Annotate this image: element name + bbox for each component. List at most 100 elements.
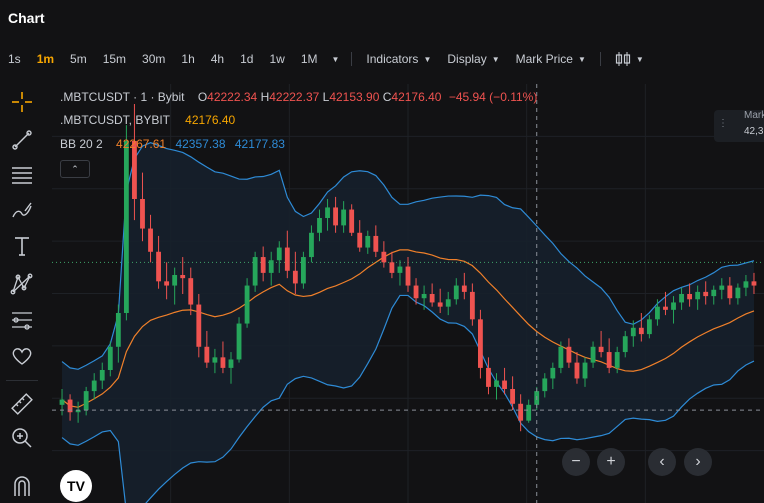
candle-body bbox=[711, 289, 717, 297]
candle-body bbox=[389, 262, 395, 273]
candle-body bbox=[671, 302, 676, 310]
bb-upper-value: 42357.38 bbox=[175, 137, 226, 151]
candle-body bbox=[220, 357, 226, 368]
price-scale-label: ⋮ Mark 42,3 bbox=[714, 110, 764, 142]
chevron-right-icon: › bbox=[695, 453, 701, 470]
candle-body bbox=[204, 346, 210, 363]
low-label: L bbox=[322, 90, 330, 104]
chevron-down-icon: ▼ bbox=[491, 54, 500, 64]
high-value: 42222.37 bbox=[269, 90, 320, 104]
timeframe-1h[interactable]: 1h bbox=[181, 52, 195, 66]
brush-icon bbox=[12, 202, 32, 218]
candle-body bbox=[486, 367, 491, 387]
magnet-tool[interactable] bbox=[8, 472, 36, 500]
candle-body bbox=[550, 367, 556, 379]
timeframe-5m[interactable]: 5m bbox=[70, 52, 87, 66]
candle-body bbox=[107, 346, 113, 370]
drawing-toolbar bbox=[0, 84, 44, 503]
candle-body bbox=[413, 285, 419, 299]
chart-type-button[interactable]: ▼ bbox=[607, 52, 652, 66]
magnet-icon bbox=[14, 476, 30, 496]
timeframe-4h[interactable]: 4h bbox=[210, 52, 225, 66]
horizontal-lines-tool[interactable] bbox=[8, 160, 36, 188]
pattern-icon bbox=[10, 273, 33, 295]
candle-body bbox=[268, 260, 274, 273]
candle-body bbox=[252, 257, 258, 286]
price-chart[interactable] bbox=[52, 84, 764, 503]
indicators-button[interactable]: Indicators ▼ bbox=[358, 52, 439, 66]
zoom-out-button[interactable]: − bbox=[562, 448, 590, 476]
candle-body bbox=[397, 266, 403, 273]
candle-body bbox=[148, 228, 153, 252]
tradingview-logo: TV bbox=[60, 470, 92, 502]
candle-body bbox=[590, 346, 596, 363]
drag-handle-icon[interactable]: ⋮ bbox=[718, 118, 728, 129]
heart-icon bbox=[12, 348, 32, 365]
crosshair-icon bbox=[12, 92, 32, 112]
timeframe-15m[interactable]: 15m bbox=[102, 52, 127, 66]
timeframe-1s[interactable]: 1s bbox=[8, 52, 21, 66]
candle-body bbox=[566, 346, 572, 363]
price-type-button[interactable]: Mark Price ▼ bbox=[508, 52, 594, 66]
timeframe-30m[interactable]: 30m bbox=[142, 52, 166, 66]
candle-body bbox=[502, 380, 507, 389]
bollinger-band-fill bbox=[62, 142, 754, 503]
measure-lines-tool[interactable] bbox=[8, 306, 36, 334]
chevron-down-icon: ▼ bbox=[635, 54, 644, 64]
candle-body bbox=[91, 380, 97, 392]
candle-body bbox=[622, 336, 628, 353]
candle-body bbox=[349, 209, 355, 233]
candle-body bbox=[437, 302, 443, 307]
text-tool[interactable] bbox=[8, 232, 36, 260]
timeframe-1M[interactable]: 1M bbox=[300, 52, 318, 66]
chart-area[interactable] bbox=[52, 84, 764, 503]
ruler-tool[interactable] bbox=[8, 390, 36, 418]
price-box-label: Mark bbox=[744, 110, 764, 121]
zoom-in-button[interactable]: + bbox=[597, 448, 625, 476]
high-label: H bbox=[260, 90, 270, 104]
candle-body bbox=[510, 389, 516, 404]
display-button[interactable]: Display ▼ bbox=[439, 52, 507, 66]
candle-body bbox=[679, 294, 684, 303]
chevron-up-icon: ⌃ bbox=[71, 163, 79, 174]
scroll-left-button[interactable]: ‹ bbox=[648, 448, 676, 476]
timeframe-more-chevron-icon[interactable]: ▼ bbox=[331, 54, 340, 64]
open-label: O bbox=[197, 90, 208, 104]
crosshair-tool[interactable] bbox=[8, 88, 36, 116]
horizontal-lines-icon bbox=[12, 167, 32, 184]
mark-value: 42176.40 bbox=[185, 113, 236, 127]
chevron-down-icon: ▼ bbox=[423, 54, 432, 64]
candle-body bbox=[99, 370, 105, 381]
legend-symbol: .MBTCUSDT · 1 · Bybit bbox=[60, 90, 185, 104]
timeframe-1d[interactable]: 1d bbox=[240, 52, 254, 66]
zoom-tool[interactable] bbox=[8, 424, 36, 452]
candle-body bbox=[172, 275, 178, 286]
open-value: 42222.34 bbox=[207, 90, 258, 104]
timeframe-1m[interactable]: 1m bbox=[36, 52, 55, 66]
timeframe-1w[interactable]: 1w bbox=[269, 52, 285, 66]
candle-body bbox=[196, 304, 202, 347]
candle-body bbox=[365, 235, 371, 248]
brush-tool[interactable] bbox=[8, 196, 36, 224]
measure-lines-icon bbox=[12, 312, 32, 330]
bollinger-legend: BB 20 2 42267.61 42357.38 42177.83 bbox=[60, 137, 285, 151]
bollinger-lower-line bbox=[61, 294, 755, 503]
favorites-tool[interactable] bbox=[8, 342, 36, 370]
candle-body bbox=[727, 285, 733, 299]
trend-line-tool[interactable] bbox=[8, 126, 36, 154]
candle-body bbox=[180, 275, 186, 279]
candle-body bbox=[260, 257, 266, 273]
price-box-value: 42,3 bbox=[744, 126, 764, 137]
candle-body bbox=[518, 403, 524, 421]
candle-body bbox=[542, 378, 548, 392]
logo-text: TV bbox=[67, 478, 85, 494]
candle-body bbox=[341, 209, 347, 226]
bollinger-upper-line bbox=[61, 142, 755, 370]
indicators-label: Indicators bbox=[366, 52, 419, 66]
pattern-tool[interactable] bbox=[8, 270, 36, 298]
candle-body bbox=[317, 218, 322, 233]
legend-collapse-button[interactable]: ⌃ bbox=[60, 160, 90, 178]
scroll-right-button[interactable]: › bbox=[684, 448, 712, 476]
candle-body bbox=[461, 285, 467, 292]
candle-body bbox=[582, 362, 588, 379]
